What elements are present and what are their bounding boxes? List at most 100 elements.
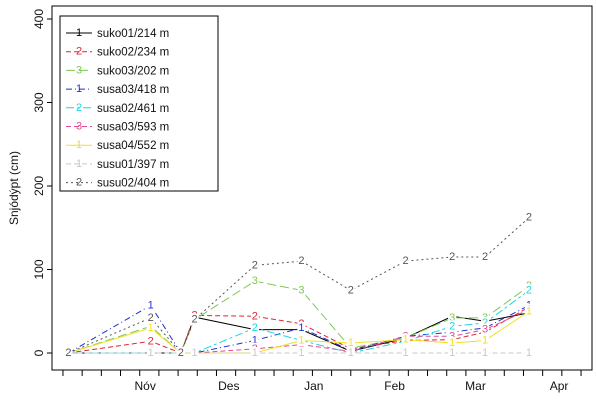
point-marker: 2 (449, 251, 455, 263)
legend-marker: 2 (76, 46, 82, 58)
point-marker: 2 (482, 251, 488, 263)
legend-marker: 1 (76, 139, 82, 151)
point-marker: 2 (148, 312, 154, 324)
y-tick-label: 300 (32, 92, 46, 112)
point-marker: 1 (148, 347, 154, 359)
legend-marker: 2 (76, 102, 82, 114)
point-marker-bg (146, 321, 155, 334)
y-axis: 0 100 200 300 400 (32, 9, 52, 356)
y-tick-label: 100 (32, 259, 46, 279)
point-marker-bg (146, 299, 155, 312)
point-marker: 2 (348, 284, 354, 296)
point-marker: 3 (298, 284, 304, 296)
point-marker: 1 (298, 322, 304, 334)
legend-entry: susa03/418 m (97, 84, 169, 96)
legend-entry: susa02/461 m (97, 103, 169, 115)
point-marker: 1 (526, 347, 532, 359)
point-marker-bg (401, 333, 410, 346)
legend-entry: suko02/234 m (97, 47, 169, 59)
point-marker-bg (250, 321, 259, 334)
point-marker: 3 (252, 275, 258, 287)
point-marker: 2 (65, 347, 71, 359)
plot-frame (51, 5, 593, 371)
point-marker-bg (481, 334, 490, 347)
x-tick-label: Apr (550, 379, 569, 393)
legend-entry: susu01/397 m (97, 159, 169, 171)
x-tick-label: Jan (304, 379, 323, 393)
point-marker-bg (250, 347, 259, 359)
point-marker-bg (524, 305, 533, 318)
point-marker: 2 (252, 322, 258, 334)
legend-entry: susu02/404 m (97, 178, 169, 190)
legend-entry: susa04/552 m (97, 140, 169, 152)
point-marker-bg (176, 347, 185, 359)
point-marker-bg (190, 347, 199, 359)
point-marker-bg (448, 347, 457, 359)
point-marker-bg (250, 310, 259, 323)
point-marker: 1 (148, 299, 154, 311)
point-marker-bg (481, 316, 490, 329)
x-tick-label: Feb (384, 379, 405, 393)
y-axis-title: Snjódýpt (cm) (7, 151, 21, 225)
legend-marker: 1 (76, 158, 82, 170)
point-marker-bg (448, 330, 457, 343)
point-marker-bg (524, 347, 533, 359)
point-marker: 2 (178, 347, 184, 359)
point-marker: 1 (403, 334, 409, 346)
legend-entry: suko01/214 m (97, 28, 169, 40)
point-marker-bg (524, 284, 533, 297)
point-marker-bg (250, 259, 259, 272)
point-marker-bg (297, 255, 306, 268)
point-marker-bg (448, 250, 457, 263)
y-tick-label: 200 (32, 176, 46, 196)
point-marker-bg (401, 255, 410, 268)
point-marker-bg (481, 323, 490, 336)
point-marker-bg (146, 335, 155, 348)
series-markers: 1111111111122222222222333333333331111111… (64, 211, 533, 359)
point-marker: 1 (449, 337, 455, 349)
point-marker: 1 (526, 305, 532, 317)
series-line (68, 217, 530, 354)
legend-marker: 3 (76, 121, 82, 133)
point-marker-bg (346, 284, 355, 297)
point-marker-bg (297, 284, 306, 297)
point-marker: 2 (298, 255, 304, 267)
series-line (68, 306, 530, 354)
point-marker-bg (297, 321, 306, 334)
point-marker: 1 (482, 334, 488, 346)
point-marker: 1 (191, 347, 197, 359)
point-marker: 2 (252, 259, 258, 271)
point-marker: 2 (526, 212, 532, 224)
legend-marker: 2 (76, 177, 82, 189)
legend-marker: 1 (76, 27, 82, 39)
point-marker-bg (448, 320, 457, 333)
x-tick-label: Nóv (135, 379, 156, 393)
point-marker: 2 (449, 320, 455, 332)
point-marker: 2 (148, 335, 154, 347)
point-marker: 2 (526, 284, 532, 296)
point-marker-bg (64, 347, 73, 359)
point-marker: 2 (403, 255, 409, 267)
point-marker-bg (190, 313, 199, 326)
point-marker: 3 (449, 330, 455, 342)
point-marker-bg (346, 347, 355, 359)
point-marker: 2 (482, 317, 488, 329)
point-marker: 1 (403, 347, 409, 359)
point-marker: 1 (148, 322, 154, 334)
point-marker-bg (297, 334, 306, 347)
point-marker: 1 (482, 347, 488, 359)
point-marker: 3 (482, 324, 488, 336)
point-marker-bg (250, 275, 259, 288)
x-tick-label: Des (218, 379, 239, 393)
legend-marker: 3 (76, 64, 82, 76)
point-marker-bg (146, 347, 155, 359)
y-tick-label: 400 (32, 9, 46, 29)
point-marker-bg (146, 311, 155, 324)
point-marker: 1 (449, 347, 455, 359)
legend-entry: susa03/593 m (97, 122, 169, 134)
point-marker: 1 (298, 334, 304, 346)
point-marker: 1 (348, 347, 354, 359)
point-marker-bg (401, 347, 410, 359)
point-marker: 3 (449, 312, 455, 324)
